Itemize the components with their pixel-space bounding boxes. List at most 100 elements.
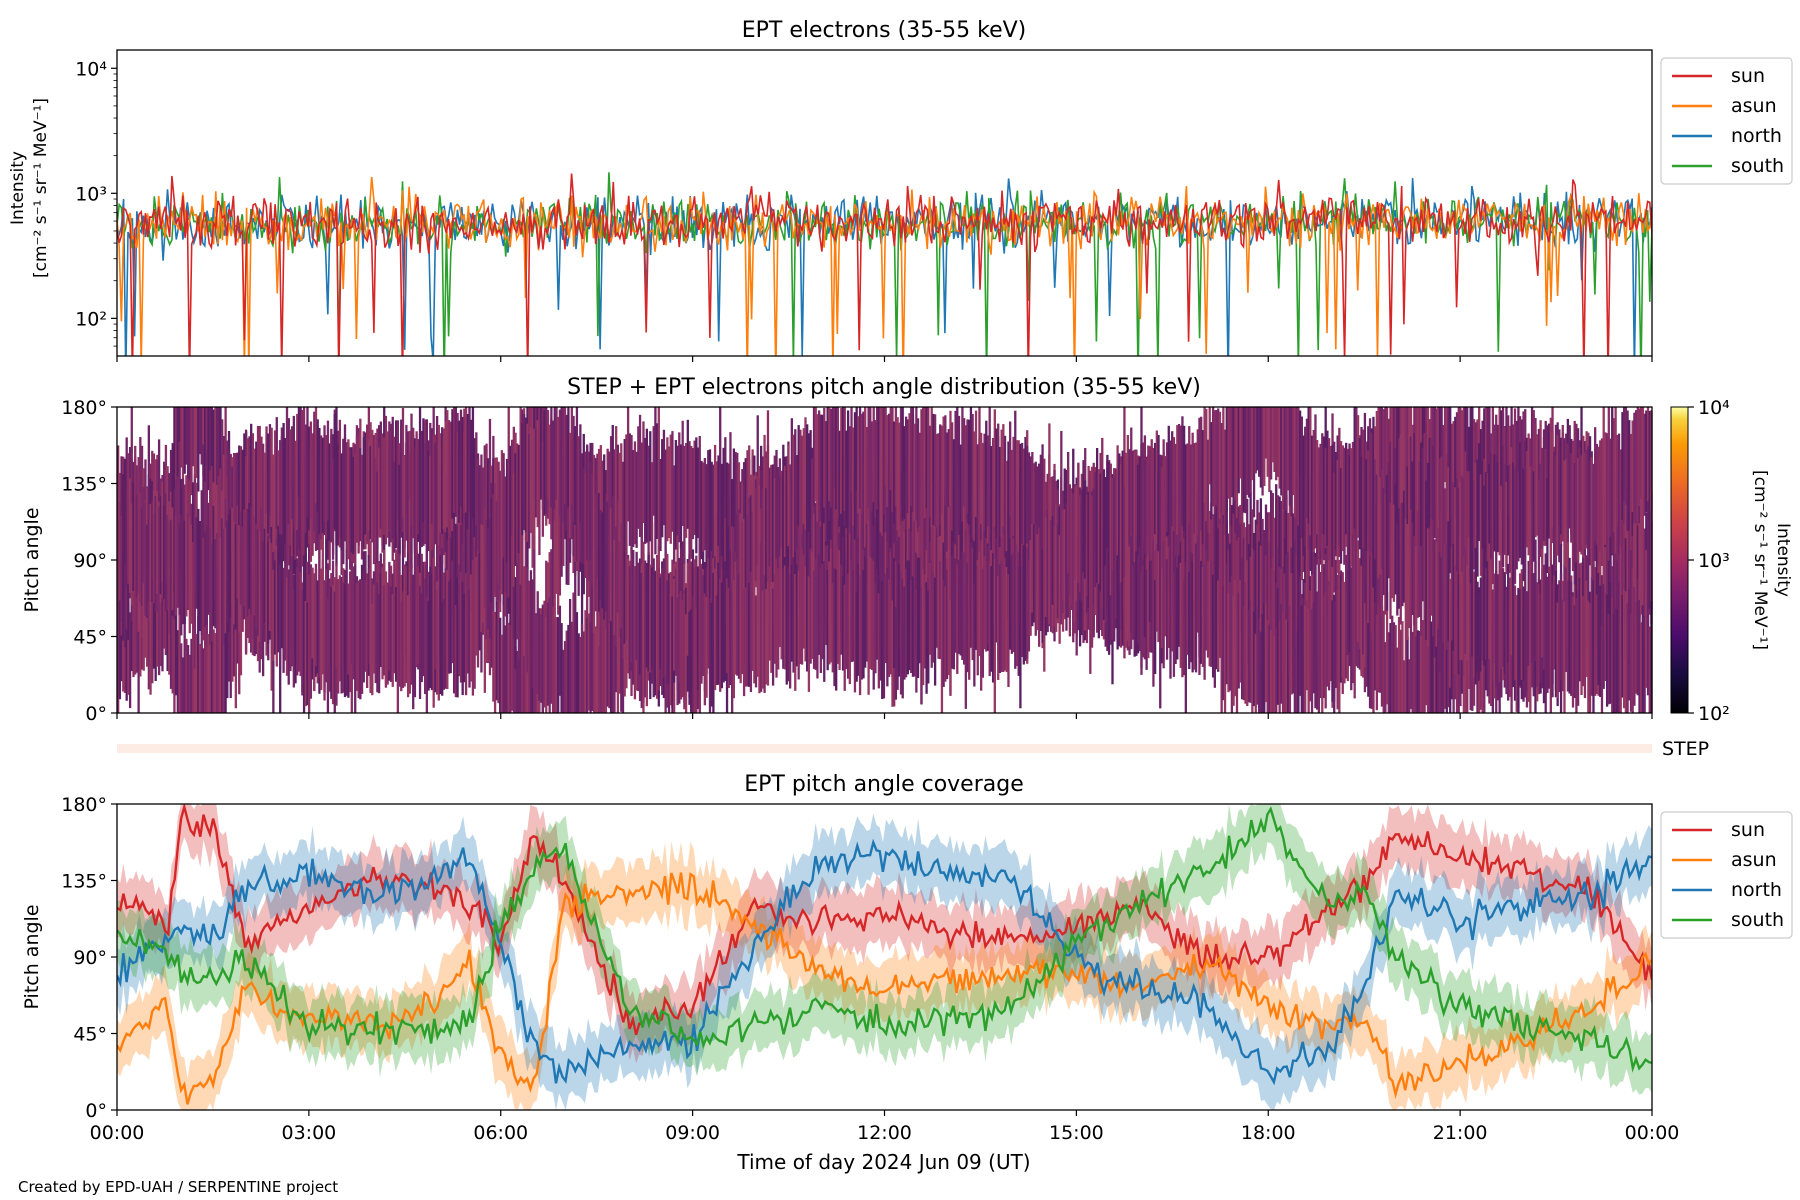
pad-cell xyxy=(1539,463,1542,557)
pad-cell xyxy=(1455,571,1459,667)
pad-cell xyxy=(1377,439,1380,579)
pad-cell xyxy=(371,603,374,696)
pad-cell xyxy=(195,407,198,479)
pad-cell xyxy=(1646,407,1650,501)
pad-cell xyxy=(275,417,278,529)
pad-cell xyxy=(413,446,417,548)
pad-cell xyxy=(957,559,961,654)
pad-cell xyxy=(256,529,260,636)
pad-cell xyxy=(1619,449,1622,547)
pad-cell xyxy=(852,518,855,619)
pad-cell xyxy=(746,514,749,609)
pad-cell xyxy=(899,573,903,695)
pad-cell xyxy=(1240,512,1244,633)
pad-cell xyxy=(719,579,722,692)
pad-cell xyxy=(1130,427,1133,535)
pad-cell xyxy=(1522,468,1525,582)
pad-cell xyxy=(400,425,403,538)
pad-cell xyxy=(944,415,947,506)
pad-cell xyxy=(1484,472,1488,585)
pad-cell xyxy=(545,407,548,515)
pad-cell xyxy=(1014,558,1017,669)
pad-cell xyxy=(250,423,253,535)
pad-cell xyxy=(923,407,927,519)
pad-cell xyxy=(331,585,335,705)
pad-cell xyxy=(1380,469,1384,570)
pad-cell xyxy=(156,572,159,667)
pad-cell xyxy=(1039,454,1043,562)
pad-cell xyxy=(169,578,173,689)
pad-cell xyxy=(1500,410,1503,510)
pad-cell xyxy=(874,582,877,674)
pad-cell xyxy=(1010,449,1014,557)
pad-cell xyxy=(1602,407,1605,595)
pad-cell xyxy=(980,432,983,525)
pad-cell xyxy=(1319,443,1322,551)
pad-cell xyxy=(176,407,179,491)
pad-xticks xyxy=(116,713,1653,719)
pad-cell xyxy=(485,443,488,556)
legend-label-south: south xyxy=(1731,155,1784,177)
pad-cell xyxy=(625,434,628,554)
pad-cell xyxy=(154,569,157,681)
pad-cell xyxy=(678,432,681,543)
pad-cell xyxy=(1385,407,1389,504)
pad-cell xyxy=(681,600,684,692)
pad-cell xyxy=(1365,580,1368,687)
pad-cell xyxy=(1387,462,1390,579)
pad-cell xyxy=(1614,407,1617,552)
pad-cell xyxy=(611,614,614,713)
pad-cell xyxy=(219,537,222,659)
pad-cell xyxy=(449,421,452,516)
pad-cell xyxy=(1273,571,1276,666)
pad-cell xyxy=(337,444,340,546)
pad-cell xyxy=(1147,543,1150,645)
pad-cell xyxy=(1416,630,1419,713)
pad-cell xyxy=(1124,452,1128,574)
pad-cell xyxy=(1614,608,1617,713)
pad-cell xyxy=(1634,601,1638,694)
pad-cell xyxy=(732,448,736,565)
pad-cell xyxy=(589,471,592,683)
pad-cell xyxy=(1621,412,1624,520)
pad-cell xyxy=(475,432,478,526)
pad-cell xyxy=(1474,462,1477,584)
pad-cell xyxy=(575,612,579,713)
pad-cell xyxy=(1302,597,1305,713)
pad-cell xyxy=(499,470,502,590)
pad-cell xyxy=(746,586,749,687)
legend-label-sun: sun xyxy=(1731,819,1765,841)
pad-cell xyxy=(1488,464,1491,583)
pad-cell xyxy=(669,579,672,702)
pad-cell xyxy=(210,466,214,586)
pad-cell xyxy=(471,560,475,696)
pad-cell xyxy=(1483,485,1486,666)
pad-cell xyxy=(922,407,925,512)
pad-cell xyxy=(238,574,241,695)
pad-cell xyxy=(316,419,319,512)
pad-cell xyxy=(200,407,203,465)
pad-cell xyxy=(1160,467,1164,569)
pad-cell xyxy=(1024,548,1027,661)
pad-cell xyxy=(1353,407,1356,529)
pad-cell xyxy=(920,586,923,705)
pad-cell xyxy=(626,557,630,674)
pad-cell xyxy=(956,407,959,581)
pad-cell xyxy=(1206,439,1210,533)
pad-cell xyxy=(691,448,695,540)
pad-cell xyxy=(321,437,324,534)
pad-cell xyxy=(1157,435,1160,552)
pad-cell xyxy=(367,567,371,664)
pad-cell xyxy=(1153,442,1157,535)
pad-cell xyxy=(615,602,618,693)
pad-cell xyxy=(1414,466,1418,571)
pad-cell xyxy=(1107,553,1111,655)
pad-cell xyxy=(452,407,456,513)
pad-cell xyxy=(203,618,207,713)
step-label: STEP xyxy=(1662,738,1709,760)
pad-cell xyxy=(1341,581,1344,678)
pad-cell xyxy=(446,570,449,690)
pad-cell xyxy=(633,567,637,676)
pad-cell xyxy=(1406,466,1409,560)
pad-cell xyxy=(751,449,754,566)
